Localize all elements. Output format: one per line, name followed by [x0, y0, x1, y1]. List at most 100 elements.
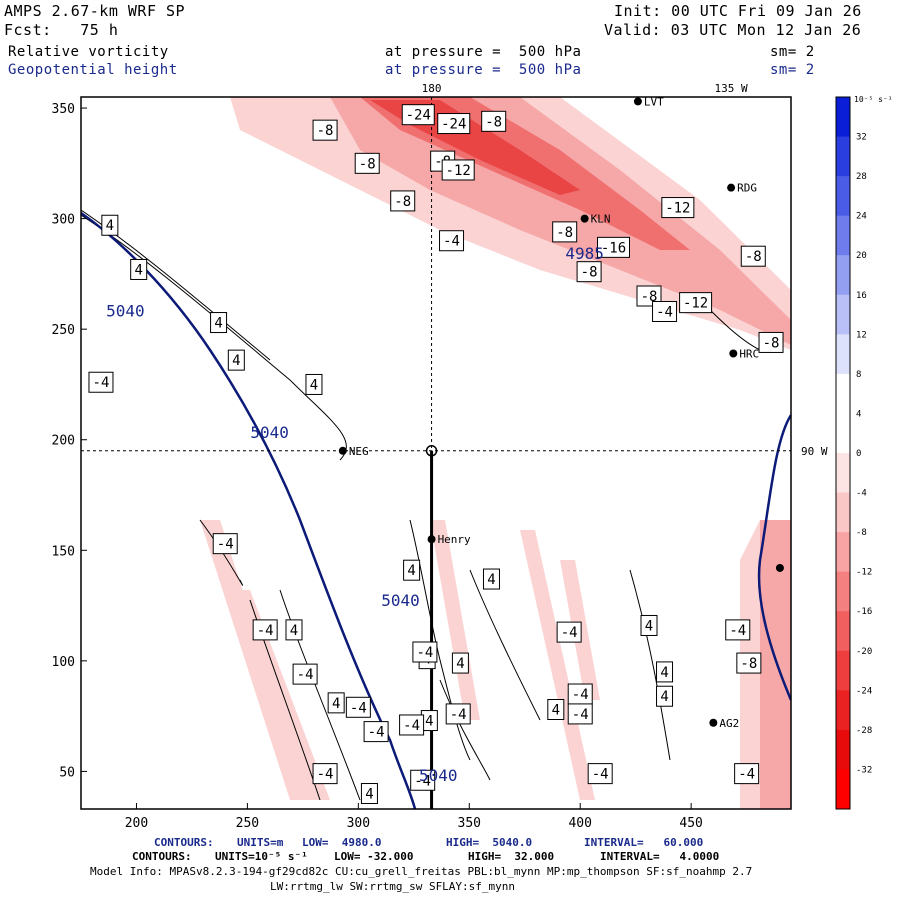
vorticity-label: -4 — [587, 763, 613, 785]
svg-text:4: 4 — [425, 714, 433, 730]
vorticity-label: -4 — [556, 621, 582, 643]
vorticity-label: -24 — [401, 104, 435, 126]
svg-text:-4: -4 — [416, 645, 433, 661]
station-marker: KLN — [580, 213, 611, 226]
vorticity-label: 4 — [403, 559, 421, 581]
svg-text:-4: -4 — [217, 537, 234, 553]
colorbar-tick-label: 32 — [856, 133, 867, 143]
vort-shade-band-mid — [330, 97, 791, 345]
svg-text:-8: -8 — [581, 265, 598, 281]
colorbar-tick-label: -4 — [856, 489, 867, 499]
svg-text:4: 4 — [645, 618, 653, 634]
svg-text:4: 4 — [290, 623, 298, 639]
svg-text:-4: -4 — [403, 718, 420, 734]
valid-time: Valid: 03 UTC Mon 12 Jan 26 — [604, 21, 862, 39]
colorbar-tick-label: -16 — [856, 607, 872, 617]
colorbar-segment — [836, 571, 850, 612]
x-tick-label: 200 — [125, 816, 148, 831]
svg-text:-4: -4 — [450, 707, 467, 723]
pole-marker — [425, 445, 438, 457]
svg-text:-4: -4 — [561, 625, 578, 641]
vorticity-label: 4 — [656, 685, 674, 707]
colorbar-tick-label: 8 — [856, 370, 861, 380]
colorbar-segment — [836, 611, 850, 652]
station-marker: Henry — [427, 533, 471, 546]
svg-text:Henry: Henry — [438, 533, 471, 546]
colorbar-tick-label: 20 — [856, 251, 867, 261]
station-marker: NEG — [338, 445, 369, 458]
colorbar-segment — [836, 294, 850, 335]
longitude-label: 180 — [422, 82, 442, 95]
svg-text:-8: -8 — [317, 123, 334, 139]
y-tick-label: 350 — [52, 102, 75, 117]
colorbar: 32 28 24 20 16 12 8 4 0 -4 -8 -12 -16 -20 -24 -28 -32 10⁻… — [835, 95, 893, 810]
plot-frame — [80, 96, 792, 810]
footer-line2-units: UNITS=10⁻⁵ s⁻¹ — [215, 850, 308, 863]
svg-text:NEG: NEG — [349, 445, 369, 458]
vorticity-label: -12 — [441, 159, 475, 181]
colorbar-segment — [836, 255, 850, 296]
vorticity-label: 4 — [285, 619, 303, 641]
y-tick-label: 250 — [52, 323, 75, 338]
y-tick-label: 300 — [52, 213, 75, 228]
vorticity-label: -4 — [88, 371, 114, 393]
colorbar-segment — [836, 690, 850, 731]
svg-text:-4: -4 — [297, 667, 314, 683]
stations: LVT RDG KLN HRC NEG Henry AG2 — [338, 95, 784, 730]
vorticity-label: -4 — [252, 619, 278, 641]
svg-text:AG2: AG2 — [719, 717, 739, 730]
vorticity-label: 4 — [210, 312, 228, 334]
svg-text:4: 4 — [407, 563, 415, 579]
height-label: 5040 — [106, 301, 145, 320]
svg-text:-8: -8 — [485, 114, 502, 130]
vorticity-label: -4 — [412, 641, 438, 663]
vorticity-label: -12 — [661, 197, 695, 219]
vorticity-label: -4 — [439, 230, 465, 252]
vorticity-label: -4 — [363, 721, 389, 743]
vorticity-label: -4 — [734, 763, 760, 785]
svg-text:-4: -4 — [368, 725, 385, 741]
vorticity-label: -8 — [312, 119, 338, 141]
model-title: AMPS 2.67-km WRF SP — [4, 2, 186, 20]
svg-text:LVT: LVT — [644, 95, 664, 108]
vorticity-label: -4 — [567, 683, 593, 705]
svg-text:-24: -24 — [406, 108, 431, 124]
vorticity-label: 4 — [327, 692, 345, 714]
footer-line2-interval: INTERVAL= 4.0000 — [600, 850, 720, 863]
x-tick-label: 250 — [236, 816, 259, 831]
footer-physics: LW:rrtmg_lw SW:rrtmg_sw SFLAY:sf_mynn — [270, 880, 516, 893]
vorticity-label: -8 — [552, 221, 578, 243]
colorbar-segment — [836, 532, 850, 573]
svg-text:HRC: HRC — [739, 347, 759, 360]
vorticity-label: -8 — [354, 152, 380, 174]
vorticity-label: -8 — [576, 261, 602, 283]
svg-text:4: 4 — [660, 665, 668, 681]
svg-text:-4: -4 — [93, 375, 110, 391]
field1-level: at pressure = 500 hPa — [385, 44, 582, 60]
vort-shade-streak — [200, 520, 310, 800]
svg-text:4: 4 — [214, 316, 222, 332]
vort-shade-streak — [430, 520, 480, 720]
svg-text:-24: -24 — [441, 117, 466, 133]
colorbar-unit-label: 10⁻⁵ s⁻¹ — [854, 95, 893, 104]
colorbar-tick-label: 24 — [856, 212, 867, 222]
svg-text:-8: -8 — [394, 194, 411, 210]
svg-text:-4: -4 — [414, 773, 431, 789]
vorticity-label: -12 — [679, 292, 713, 314]
svg-text:-8: -8 — [556, 225, 573, 241]
vorticity-label: -8 — [758, 331, 784, 353]
colorbar-segment — [836, 769, 850, 810]
footer-model-info: Model Info: MPASv8.2.3-194-gf29cd82c CU:… — [90, 865, 753, 878]
station-marker: AG2 — [709, 717, 739, 730]
y-tick-label: 50 — [59, 765, 75, 780]
colorbar-tick-label: -32 — [856, 765, 872, 775]
svg-text:-4: -4 — [443, 234, 460, 250]
svg-text:-4: -4 — [729, 623, 746, 639]
vorticity-label: -16 — [597, 236, 630, 258]
footer-line1-high: HIGH= 5040.0 — [446, 836, 533, 849]
station-marker: RDG — [727, 182, 757, 195]
vorticity-label: -4 — [399, 714, 425, 736]
vorticity-label: -8 — [736, 652, 762, 674]
svg-text:4: 4 — [552, 702, 560, 718]
svg-text:4: 4 — [456, 656, 464, 672]
